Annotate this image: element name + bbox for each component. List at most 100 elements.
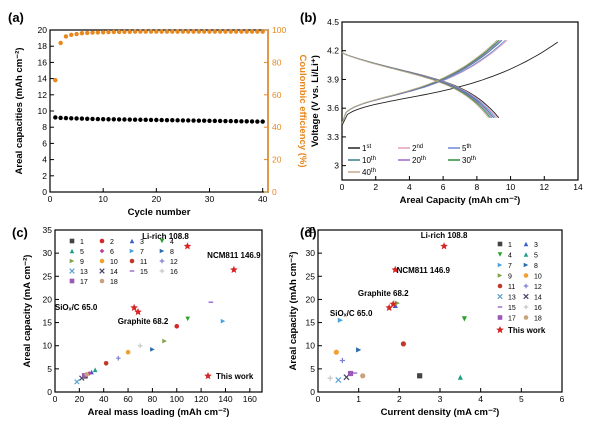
x-tick-label: 12 (540, 182, 550, 192)
capacity-point (143, 117, 148, 123)
legend-marker-4 (159, 238, 165, 244)
x-axis-label: Cycle number (128, 207, 191, 218)
data-point-11 (400, 341, 406, 347)
y-axis-label: Voltage (V vs. Li/Li⁺) (310, 55, 321, 147)
efficiency-point (143, 29, 148, 34)
x-tick-label: 4 (478, 394, 483, 404)
y-tick-label: 35 (43, 225, 53, 235)
this-work-star (440, 242, 448, 250)
legend-cycle: 10 (362, 156, 371, 165)
legend-label: 14 (534, 295, 542, 302)
legend-suffix: st (366, 144, 371, 150)
legend-marker-5 (69, 248, 75, 254)
x-tick-label: 120 (194, 394, 208, 404)
efficiency-point (175, 29, 180, 34)
capacity-point (74, 116, 79, 121)
y-axis-label: Areal capacity (mA cm⁻²) (22, 255, 33, 368)
data-point-2 (174, 323, 180, 329)
efficiency-point (217, 29, 223, 34)
legend-label: 10 (534, 274, 542, 281)
legend-suffix: th (471, 156, 476, 162)
legend-marker-14 (99, 268, 105, 274)
legend-marker-12 (159, 258, 165, 264)
y-tick-label: 2 (42, 171, 47, 181)
legend-label: 5 (80, 249, 84, 256)
legend-marker-3 (523, 241, 529, 247)
y-tick-label: 4.5 (327, 17, 339, 27)
y-tick-label: 6 (42, 138, 47, 148)
y-tick-label: 25 (306, 271, 316, 281)
x-tick-label: 4 (407, 182, 412, 192)
capacity-point (58, 115, 63, 121)
x-tick-label: 3 (438, 394, 443, 404)
efficiency-point (244, 29, 249, 34)
legend-label: 11 (140, 259, 147, 266)
legend-suffix: th (421, 156, 426, 162)
x-tick-label: 6 (560, 394, 565, 404)
efficiency-point (63, 34, 69, 39)
capacity-point (207, 118, 212, 124)
efficiency-point (201, 29, 207, 34)
legend-label: 2nd (412, 144, 423, 153)
y-tick-label: 18 (38, 41, 48, 51)
data-point-4 (185, 316, 191, 322)
capacity-point (122, 117, 127, 122)
efficiency-point (69, 32, 74, 38)
legend-marker-1 (69, 238, 75, 244)
panel-label: (c) (12, 225, 28, 240)
legend-cycle: 1 (362, 144, 367, 153)
x-axis-label: Areal Capacity (mAh cm⁻²) (400, 195, 521, 206)
y-tick-label: 20 (38, 25, 48, 35)
y2-axis-label: Coulombic efficiency (%) (297, 55, 308, 168)
legend-suffix: th (466, 144, 471, 150)
legend-label: 5 (534, 253, 538, 260)
legend-this-work: This work (508, 326, 546, 335)
y-tick-label: 3.9 (327, 74, 339, 84)
annotation: Li-rich 108.8 (421, 231, 468, 240)
legend-marker-9 (69, 258, 75, 264)
capacity-point (138, 117, 143, 122)
legend-label: 7 (508, 263, 512, 270)
capacity-point (53, 115, 58, 120)
data-point-17 (347, 370, 354, 377)
annotation: SiOₓ/C 65.0 (55, 303, 98, 312)
x-tick-label: 14 (573, 182, 583, 192)
y-tick-label: 35 (306, 225, 316, 235)
efficiency-point (260, 29, 265, 34)
x-tick-label: 100 (170, 394, 184, 404)
legend-label: 12 (534, 284, 542, 291)
y-tick-label: 10 (38, 106, 48, 116)
capacity-point (132, 117, 138, 122)
x-axis-label: Areal mass loading (mAh cm⁻²) (88, 407, 230, 418)
capacity-point (148, 117, 154, 123)
legend-cycle: 40 (362, 168, 371, 177)
efficiency-point (79, 31, 85, 36)
capacity-point (228, 118, 233, 124)
x-tick-label: 0 (340, 182, 345, 192)
y-tick-label: 15 (43, 318, 53, 328)
plot-frame (49, 29, 269, 193)
capacity-point (159, 117, 164, 123)
efficiency-point (100, 30, 106, 35)
legend-label: 15 (508, 305, 516, 312)
data-point-4 (461, 316, 467, 322)
capacity-point (111, 117, 117, 122)
efficiency-point (212, 29, 218, 34)
efficiency-point (233, 29, 239, 34)
legend-marker-11 (497, 283, 503, 289)
legend-suffix: th (371, 168, 376, 174)
capacity-point (106, 117, 111, 122)
discharge-curve (341, 52, 491, 119)
legend-label: 16 (534, 305, 542, 312)
efficiency-point (127, 29, 132, 34)
legend-marker-18 (523, 315, 529, 320)
efficiency-point (53, 78, 58, 83)
capacity-point (90, 116, 95, 122)
legend-marker-6 (99, 248, 105, 254)
capacity-point (249, 119, 255, 124)
efficiency-point (170, 29, 175, 34)
x-tick-label: 10 (98, 194, 108, 204)
data-point-8 (356, 347, 362, 353)
